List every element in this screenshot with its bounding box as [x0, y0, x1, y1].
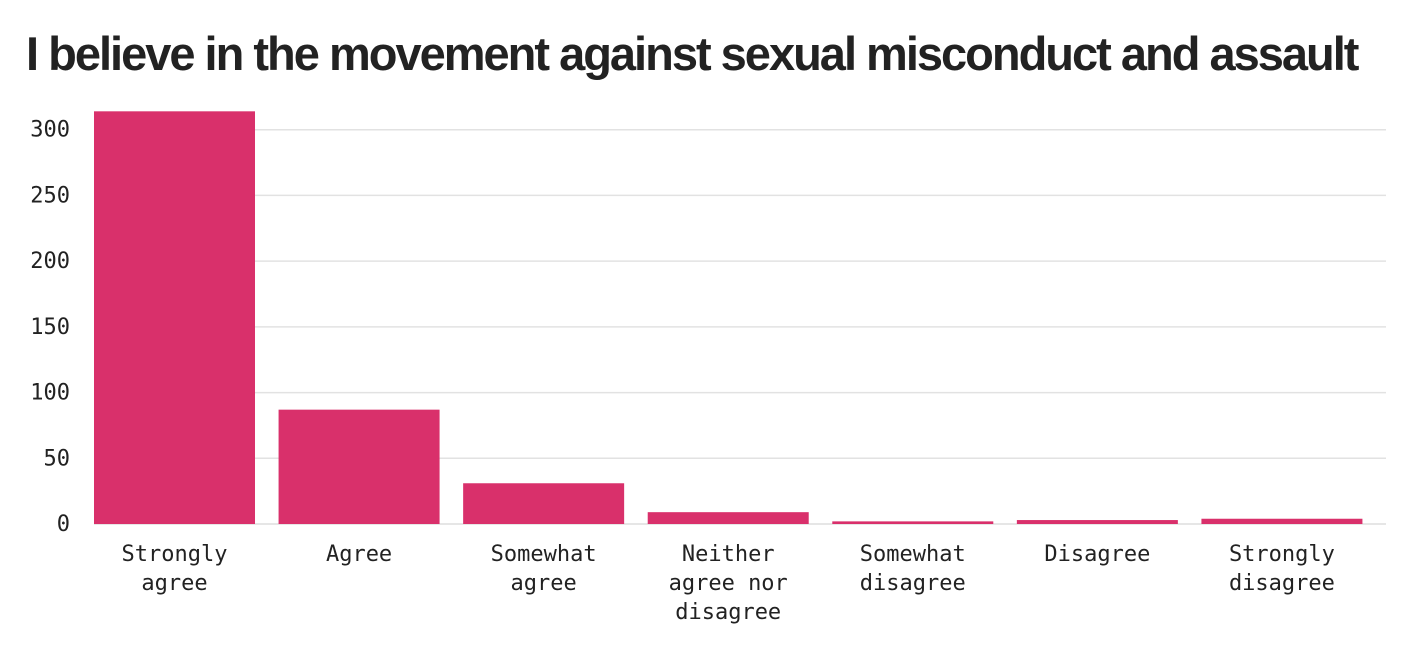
x-tick-label-line: disagree: [675, 600, 781, 625]
y-tick-label: 100: [30, 381, 70, 406]
y-tick-label: 200: [30, 249, 70, 274]
y-tick-label: 0: [57, 512, 70, 537]
x-tick-label: Somewhat agree: [491, 542, 597, 596]
bar: [463, 483, 624, 524]
x-tick-label-line: Strongly: [122, 542, 228, 567]
x-tick-label: Agree: [326, 542, 392, 567]
y-tick-label: 250: [30, 183, 70, 208]
bar: [1017, 520, 1178, 524]
x-tick-label: Disagree: [1044, 542, 1150, 567]
x-tick-label-line: Neither: [682, 542, 775, 567]
y-tick-label: 150: [30, 315, 70, 340]
y-tick-label: 50: [44, 446, 71, 471]
x-tick-label-line: Disagree: [1044, 542, 1150, 567]
x-tick-label-line: Agree: [326, 542, 392, 567]
x-tick-label: Strongly agree: [122, 542, 228, 596]
x-tick-label-line: Strongly: [1229, 542, 1335, 567]
x-tick-label-line: disagree: [860, 571, 966, 596]
x-tick-label: Somewhat disagree: [860, 542, 966, 596]
x-tick-label-line: agree: [511, 571, 577, 596]
bar: [94, 111, 255, 524]
x-tick-label-line: agree: [141, 571, 207, 596]
x-tick-label-line: Somewhat: [491, 542, 597, 567]
y-axis: 0 50 100 150 200 250 300: [30, 118, 70, 537]
x-tick-label-line: disagree: [1229, 571, 1335, 596]
bar: [279, 410, 440, 524]
x-tick-label: Neither agree nor disagree: [669, 542, 788, 625]
x-tick-label: Strongly disagree: [1229, 542, 1335, 596]
x-tick-label-line: Somewhat: [860, 542, 966, 567]
bars: [94, 111, 1362, 524]
bar: [832, 521, 993, 524]
y-tick-label: 300: [30, 118, 70, 143]
bar: [1201, 519, 1362, 524]
x-tick-label-line: agree nor: [669, 571, 788, 596]
bar: [648, 512, 809, 524]
x-axis: Strongly agree Agree Somewhat agree Neither ag…: [122, 542, 1335, 625]
